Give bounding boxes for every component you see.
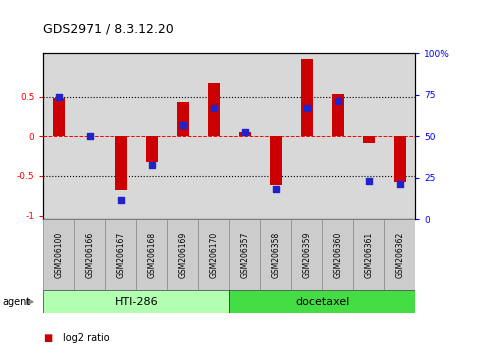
Text: GSM206358: GSM206358 (271, 232, 281, 278)
Bar (137, 219, 168, 290)
Text: agent: agent (2, 297, 30, 307)
Bar (208, 83, 220, 136)
Bar (105, 219, 137, 290)
Bar (260, 219, 291, 290)
Text: GSM206361: GSM206361 (364, 232, 373, 278)
Point (86, 133, 94, 139)
Text: GSM206170: GSM206170 (210, 232, 218, 278)
Bar (168, 219, 199, 290)
Bar (199, 219, 229, 290)
Text: docetaxel: docetaxel (295, 297, 350, 307)
Bar (177, 102, 189, 136)
Point (396, 181, 404, 187)
Text: log2 ratio: log2 ratio (63, 333, 110, 343)
Point (334, 99, 342, 104)
Text: GSM206360: GSM206360 (333, 232, 342, 278)
Text: GSM206362: GSM206362 (396, 232, 404, 278)
Bar (43, 219, 74, 290)
Point (303, 105, 311, 110)
Bar (146, 136, 158, 162)
Bar (301, 59, 313, 136)
Text: GSM206359: GSM206359 (302, 232, 312, 278)
Text: HTI-286: HTI-286 (114, 297, 158, 307)
Bar (363, 136, 375, 143)
Point (365, 178, 373, 183)
Bar (394, 136, 406, 182)
Text: GSM206168: GSM206168 (147, 232, 156, 278)
Point (148, 162, 156, 168)
Bar (270, 136, 282, 185)
Text: GSM206357: GSM206357 (241, 232, 249, 278)
Bar (229, 219, 260, 290)
Bar (323, 219, 354, 290)
Text: GDS2971 / 8.3.12.20: GDS2971 / 8.3.12.20 (43, 22, 174, 35)
Point (55, 94, 63, 99)
Bar (239, 132, 251, 136)
Bar (74, 219, 105, 290)
Text: ■: ■ (43, 333, 53, 343)
Point (272, 186, 280, 192)
Bar (384, 219, 415, 290)
Bar (332, 94, 344, 136)
Text: GSM206166: GSM206166 (85, 232, 95, 278)
Bar (43, 290, 229, 313)
Text: GSM206100: GSM206100 (55, 232, 63, 278)
Text: GSM206169: GSM206169 (178, 232, 187, 278)
Point (210, 105, 218, 110)
Bar (229, 290, 415, 313)
Text: GSM206167: GSM206167 (116, 232, 126, 278)
Point (179, 122, 187, 128)
Bar (53, 98, 65, 136)
Bar (354, 219, 384, 290)
Point (241, 129, 249, 135)
Bar (291, 219, 323, 290)
Point (117, 197, 125, 202)
Bar (115, 136, 127, 190)
